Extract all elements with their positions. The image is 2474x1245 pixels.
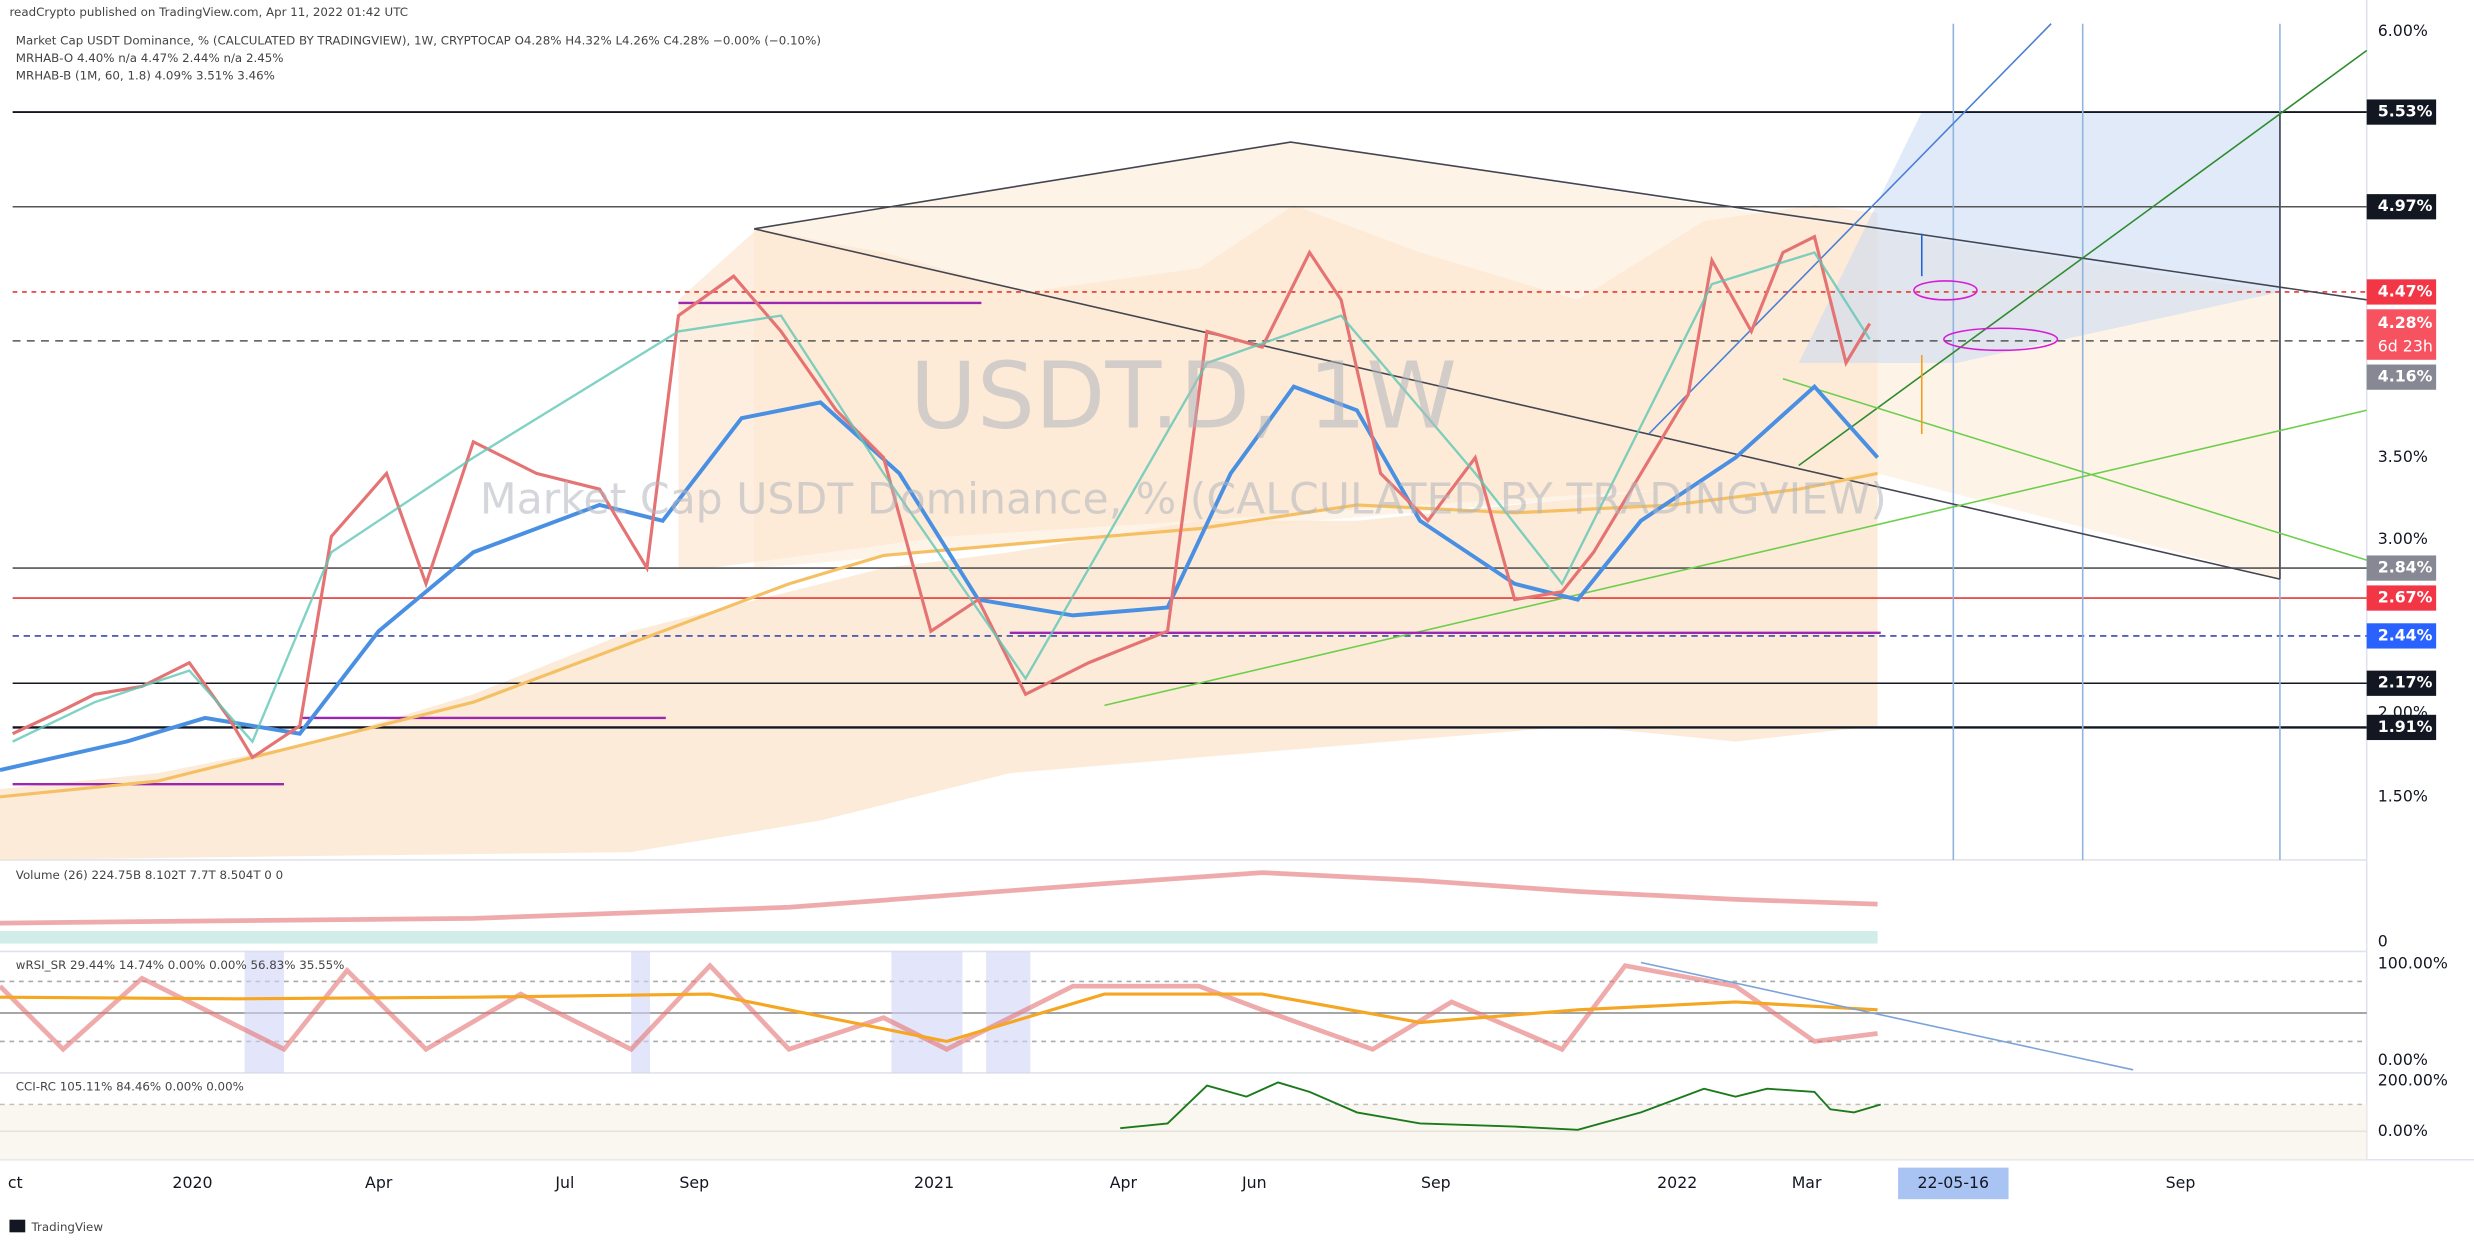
time-cursor-box <box>1898 1167 2009 1200</box>
time-label: Sep <box>679 1173 709 1192</box>
price-badge <box>2366 364 2437 390</box>
price-badge-text: 2.84% <box>2378 558 2433 577</box>
indicator-legend: MRHAB-B (1M, 60, 1.8) 4.09% 3.51% 3.46% <box>16 68 275 82</box>
price-smooth <box>12 251 1871 744</box>
price-badge <box>2366 623 2437 649</box>
trend-line <box>1798 49 2368 467</box>
price-badge <box>2366 670 2437 696</box>
time-label: Jul <box>554 1173 574 1192</box>
price-badge <box>2366 194 2437 220</box>
time-label: 2020 <box>172 1173 212 1192</box>
cci-line <box>1120 1081 1882 1131</box>
time-label: Sep <box>1421 1173 1451 1192</box>
cci-fill <box>0 1104 2367 1160</box>
cci-axis-label: 0.00% <box>2378 1121 2428 1140</box>
time-label: ct <box>8 1173 23 1192</box>
rsi-zone <box>244 951 285 1073</box>
price-badge <box>2366 99 2437 125</box>
price-label: 6.00% <box>2378 21 2428 40</box>
time-label: Jun <box>1241 1173 1267 1192</box>
rsi-line <box>0 962 1878 1053</box>
time-label: Mar <box>1792 1173 1822 1192</box>
cci-axis-label: 200.00% <box>2378 1070 2448 1089</box>
rsi-trend <box>1640 961 2134 1071</box>
published-line: readCrypto published on TradingView.com,… <box>9 5 408 19</box>
trend-line <box>1782 377 2367 561</box>
time-label: Sep <box>2166 1173 2196 1192</box>
volume-legend: Volume (26) 224.75B 8.102T 7.7T 8.504T 0… <box>16 868 283 882</box>
time-label: Apr <box>365 1173 393 1192</box>
price-badge-text: 1.91% <box>2378 717 2433 736</box>
price-badge-text: 5.53% <box>2378 102 2433 121</box>
price-badge-text: 4.97% <box>2378 196 2433 215</box>
trend-line <box>1104 409 2367 707</box>
price-label: 3.50% <box>2378 447 2428 466</box>
rsi-zone <box>891 951 963 1073</box>
price-badge <box>2366 585 2437 611</box>
band-lower <box>0 473 1878 860</box>
price-badge-text: 2.44% <box>2378 625 2433 644</box>
wrsi-legend: wRSI_SR 29.44% 14.74% 0.00% 0.00% 56.83%… <box>16 958 345 972</box>
footer-brand: TradingView <box>31 1220 104 1234</box>
indicator-legend: MRHAB-O 4.40% n/a 4.47% 2.44% n/a 2.45% <box>16 51 284 65</box>
cci-legend: CCI-RC 105.11% 84.46% 0.00% 0.00% <box>16 1080 244 1094</box>
wedge-bottom <box>754 228 2281 580</box>
time-label: Apr <box>1110 1173 1138 1192</box>
rsi-zone <box>631 951 651 1073</box>
projection-box <box>1798 112 2280 363</box>
ma-fast <box>0 383 1880 772</box>
countdown: 6d 23h <box>2378 337 2433 356</box>
volume-axis-label: 0 <box>2378 932 2388 951</box>
price-badge-text: 4.28% <box>2378 313 2433 332</box>
watermark-symbol: USDT.D, 1W <box>910 342 1457 449</box>
symbol-legend: Market Cap USDT Dominance, % (CALCULATED… <box>16 34 821 48</box>
wrsi-axis-label: 0.00% <box>2378 1050 2428 1069</box>
time-label: 2022 <box>1657 1173 1697 1192</box>
wedge-top <box>754 141 2367 301</box>
price-badge <box>2366 279 2437 305</box>
trend-line <box>1648 23 2052 435</box>
wrsi-axis-label: 100.00% <box>2378 954 2448 973</box>
price-badge-text: 2.67% <box>2378 588 2433 607</box>
watermark-description: Market Cap USDT Dominance, % (CALCULATED… <box>480 474 1887 524</box>
price-badge <box>2366 309 2437 360</box>
rsi-signal <box>0 992 1878 1044</box>
annotation-circle <box>1913 280 1978 301</box>
price-badge-text: 4.16% <box>2378 367 2433 386</box>
price-badge <box>2366 555 2437 581</box>
price-label: 1.50% <box>2378 786 2428 805</box>
volume-ma <box>0 870 1878 926</box>
annotation-circle <box>1943 327 2059 352</box>
price-path <box>11 234 1872 760</box>
volume-bars <box>0 930 1878 944</box>
price-badge-text: 2.17% <box>2378 673 2433 692</box>
logo <box>9 1219 26 1233</box>
price-badge-text: 4.47% <box>2378 281 2433 300</box>
price-label: 3.00% <box>2378 529 2428 548</box>
time-label: 2021 <box>914 1173 954 1192</box>
time-cursor: 22-05-16 <box>1918 1173 1990 1192</box>
price-badge <box>2366 714 2437 741</box>
